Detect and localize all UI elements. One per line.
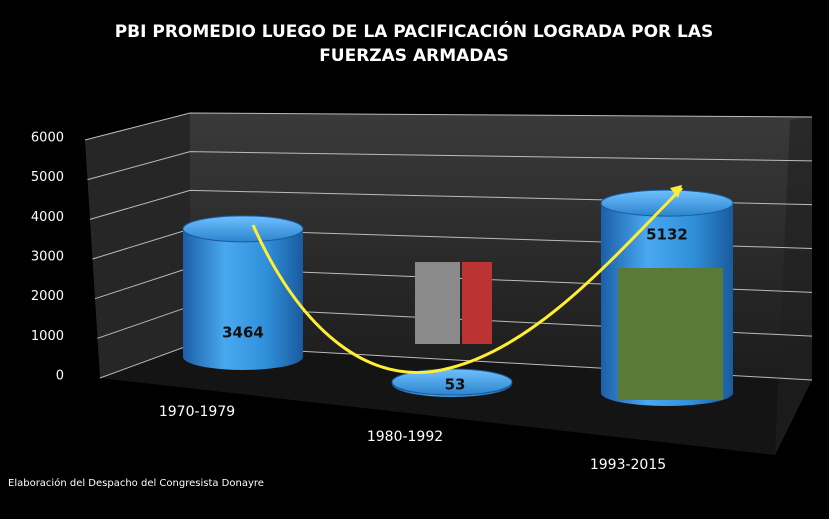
y-tick-label: 5000 <box>31 170 64 185</box>
note: Elaboración del Despacho del Congresista… <box>8 477 264 489</box>
x-tick-label: 1980-1992 <box>367 429 443 445</box>
x-tick-label: 1993-2015 <box>590 457 666 473</box>
cylinder-top <box>182 215 304 243</box>
cylinder-top <box>391 368 513 396</box>
y-tick-label: 3000 <box>31 250 64 265</box>
photo <box>462 262 492 344</box>
arrow-head <box>670 185 682 198</box>
y-tick-label: 0 <box>56 369 64 384</box>
right-wall <box>775 117 812 455</box>
photo <box>618 268 723 400</box>
value-label: 5132 <box>646 226 688 244</box>
grid-line <box>87 151 813 181</box>
chart-title: PBI PROMEDIO LUEGO DE LA PACIFICACIÓN LO… <box>115 20 714 66</box>
y-tick-label: 1000 <box>31 329 64 344</box>
cylinder <box>183 228 303 370</box>
y-tick-label: 6000 <box>31 131 64 146</box>
value-label: 53 <box>445 376 466 394</box>
y-tick-label: 2000 <box>31 289 64 304</box>
trend-arrow <box>251 186 684 374</box>
grid-line <box>84 112 813 141</box>
photo <box>415 262 460 344</box>
y-tick-label: 4000 <box>31 210 64 225</box>
value-label: 3464 <box>222 324 264 342</box>
x-tick-label: 1970-1979 <box>159 404 235 420</box>
